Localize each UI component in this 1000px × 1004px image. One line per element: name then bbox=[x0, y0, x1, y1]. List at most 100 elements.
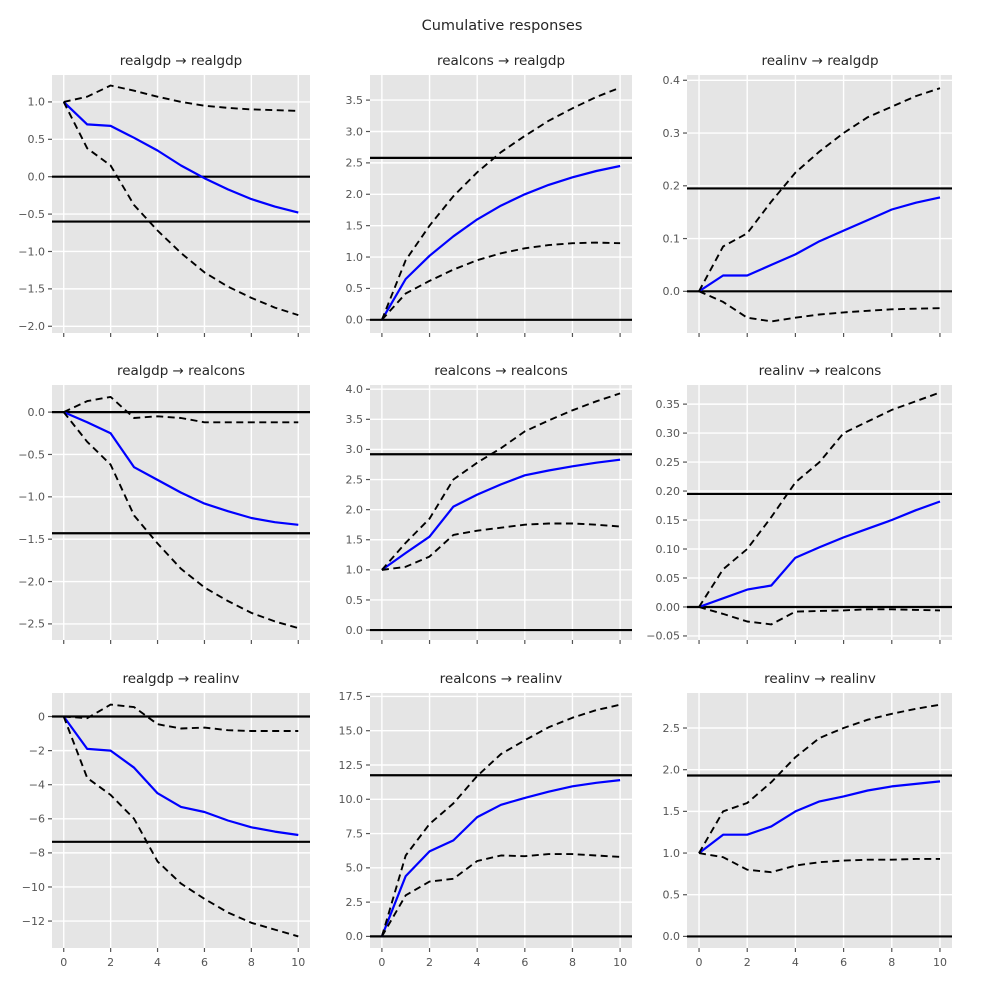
subplot-realcons-realgdp: 3.5 3.0 2.5 2.0 1.5 1.0 0.5 0.0 bbox=[346, 75, 632, 337]
lower-band-line bbox=[381, 522, 621, 571]
upper-band-line bbox=[381, 86, 621, 321]
response-line bbox=[63, 411, 299, 526]
subplot-realgdp-realcons: 0.0 −0.5 −1.0 −1.5 −2.0 −2.5 bbox=[18, 385, 310, 644]
y-tick-label: 0 bbox=[38, 710, 45, 723]
y-tick-label: 0.30 bbox=[656, 427, 681, 440]
y-tick-label: 1.0 bbox=[346, 564, 364, 577]
x-tick-label: 8 bbox=[888, 956, 895, 969]
x-tick-label: 0 bbox=[60, 956, 67, 969]
lower-band-line bbox=[698, 290, 941, 323]
upper-band-line bbox=[381, 392, 621, 571]
subplot-title: realinv → realgdp bbox=[761, 53, 878, 69]
y-tick-label: 1.5 bbox=[663, 805, 681, 818]
y-tick-label: 2.5 bbox=[663, 722, 681, 735]
x-tick-label: 2 bbox=[744, 956, 751, 969]
y-tick-label: −2.0 bbox=[18, 575, 45, 588]
response-line bbox=[381, 458, 621, 571]
y-tick-label: 0.05 bbox=[656, 572, 681, 585]
plot-area bbox=[370, 693, 632, 948]
upper-band-line bbox=[63, 84, 299, 112]
x-tick-label: 8 bbox=[248, 956, 255, 969]
subplot-realinv-realgdp: 0.4 0.3 0.2 0.1 0.0 bbox=[663, 74, 952, 337]
y-tick-label: 0.0 bbox=[28, 171, 46, 184]
response-line bbox=[62, 101, 299, 214]
y-tick-label: 0.0 bbox=[28, 406, 46, 419]
x-tick-label: 10 bbox=[291, 956, 305, 969]
y-tick-label: 1.5 bbox=[346, 534, 364, 547]
subplot-realinv-realcons: 0.35 0.30 0.25 0.20 0.15 0.10 0.05 0.00 −0.05 bbox=[646, 385, 952, 644]
y-tick-label: 3.5 bbox=[346, 94, 364, 107]
y-tick-label: 0.5 bbox=[663, 889, 681, 902]
y-tick-label: −10 bbox=[22, 881, 45, 894]
y-tick-label: 0.0 bbox=[663, 285, 681, 298]
subplot-title: realgdp → realgdp bbox=[120, 53, 242, 69]
y-tick-label: 0.25 bbox=[656, 456, 681, 469]
subplot-title: realcons → realcons bbox=[434, 363, 568, 379]
subplot-realgdp-realgdp: 1.0 0.5 0.0 −0.5 −1.0 −1.5 −2.0 bbox=[18, 75, 310, 337]
y-tick-label: 2.5 bbox=[346, 473, 364, 486]
x-tick-label: 2 bbox=[426, 956, 433, 969]
plot-area bbox=[52, 385, 310, 640]
response-line bbox=[62, 715, 299, 837]
y-tick-label: 0.5 bbox=[346, 594, 364, 607]
y-tick-label: 2.0 bbox=[346, 188, 364, 201]
y-tick-label: 0.0 bbox=[346, 624, 364, 637]
y-tick-label: −0.5 bbox=[18, 208, 45, 221]
y-tick-label: 4.0 bbox=[346, 383, 364, 396]
y-tick-label: 0.15 bbox=[656, 514, 681, 527]
plot-area bbox=[52, 75, 310, 333]
y-tick-label: 17.5 bbox=[339, 690, 364, 703]
lower-band-line bbox=[381, 241, 621, 321]
upper-band-line bbox=[698, 703, 941, 854]
plot-area bbox=[370, 385, 632, 640]
x-tick-label: 0 bbox=[696, 956, 703, 969]
y-tick-label: 0.0 bbox=[663, 930, 681, 943]
response-line bbox=[698, 196, 941, 293]
subplot-title: realcons → realgdp bbox=[437, 53, 565, 69]
y-tick-label: −1.5 bbox=[18, 533, 45, 546]
x-tick-label: 10 bbox=[613, 956, 627, 969]
y-tick-label: −0.05 bbox=[646, 630, 680, 643]
x-tick-label: 6 bbox=[521, 956, 528, 969]
y-tick-label: 7.5 bbox=[346, 827, 364, 840]
subplot-title: realinv → realinv bbox=[764, 671, 876, 687]
upper-band-line bbox=[63, 703, 299, 732]
y-tick-label: 0.4 bbox=[663, 74, 681, 87]
y-tick-label: 0.0 bbox=[346, 314, 364, 327]
x-tick-label: 4 bbox=[474, 956, 481, 969]
y-tick-label: 2.0 bbox=[346, 503, 364, 516]
y-tick-label: −12 bbox=[22, 915, 45, 928]
y-tick-label: 12.5 bbox=[339, 759, 364, 772]
y-tick-label: 0.35 bbox=[656, 398, 681, 411]
plot-area bbox=[52, 693, 310, 948]
y-tick-label: −2 bbox=[29, 744, 45, 757]
y-tick-label: −0.5 bbox=[18, 448, 45, 461]
x-tick-label: 2 bbox=[107, 956, 114, 969]
response-line bbox=[698, 500, 941, 609]
response-line bbox=[698, 780, 941, 854]
x-tick-label: 10 bbox=[933, 956, 947, 969]
y-tick-label: 0.00 bbox=[656, 601, 681, 614]
y-tick-label: 0.10 bbox=[656, 543, 681, 556]
y-tick-label: −1.0 bbox=[18, 245, 45, 258]
y-tick-label: 0.2 bbox=[663, 180, 681, 193]
y-tick-label: −2.0 bbox=[18, 320, 45, 333]
subplot-title: realgdp → realinv bbox=[122, 671, 239, 687]
y-tick-label: 0.1 bbox=[663, 232, 681, 245]
upper-band-line bbox=[698, 391, 941, 608]
response-line bbox=[380, 779, 621, 937]
upper-band-line bbox=[380, 703, 621, 937]
y-tick-label: 3.0 bbox=[346, 443, 364, 456]
y-tick-label: 1.0 bbox=[346, 251, 364, 264]
y-tick-label: 2.5 bbox=[346, 896, 364, 909]
subplot-title: realgdp → realcons bbox=[117, 363, 245, 379]
lower-band-line bbox=[62, 411, 299, 630]
y-tick-label: 0.5 bbox=[346, 282, 364, 295]
lower-band-line bbox=[62, 716, 299, 938]
y-tick-label: 3.5 bbox=[346, 413, 364, 426]
x-tick-label: 4 bbox=[154, 956, 161, 969]
x-tick-label: 8 bbox=[569, 956, 576, 969]
subplot-realinv-realinv: 0 2 4 6 8 10 2.5 2.0 1.5 1.0 0.5 0.0 bbox=[663, 693, 952, 969]
